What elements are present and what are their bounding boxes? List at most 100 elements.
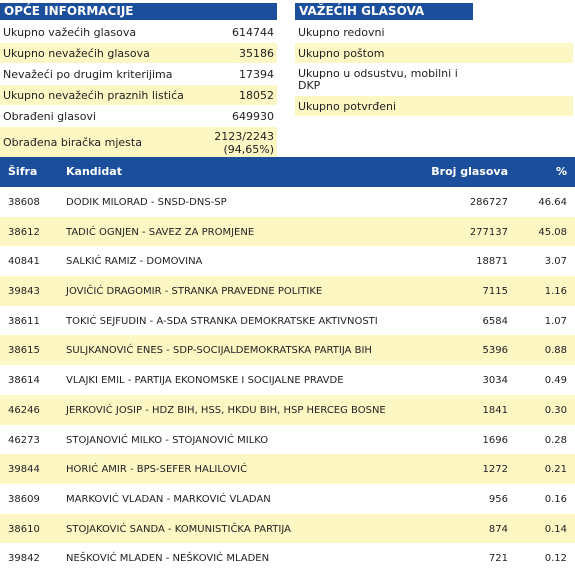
- candidate-percent: 0.12: [544, 553, 567, 565]
- info-value: 614744: [190, 22, 277, 43]
- candidate-votes: 5396: [482, 345, 508, 357]
- candidate-name: TOKIĆ SEJFUDIN - A-SDA STRANKA DEMOKRATS…: [66, 315, 378, 327]
- table-row: 39844 HORIĆ AMIR - BPS-SEFER HALILOVIĆ 1…: [0, 454, 575, 484]
- candidate-percent: 0.21: [544, 464, 567, 476]
- candidate-percent: 0.30: [544, 404, 567, 416]
- table-row: 38608 DODIK MILORAD - SNSD-DNS-SP 286727…: [0, 187, 575, 217]
- info-row: Ukupno nevažećih praznih listića 18052: [0, 84, 277, 106]
- info-row: Ukupno nevažećih glasova 35186: [0, 42, 277, 64]
- candidate-code: 38614: [8, 375, 40, 387]
- valid-votes-title: VAŽEĆIH GLASOVA: [295, 3, 473, 20]
- polling-stations-count: 2123/2243: [214, 129, 274, 143]
- table-row: 39842 NEŠKOVIĆ MLADEN - NEŠKOVIĆ MLADEN …: [0, 543, 575, 573]
- candidate-code: 39842: [8, 553, 40, 565]
- info-row: Ukupno potvrđeni: [295, 95, 573, 117]
- info-value: [473, 63, 573, 96]
- candidate-percent: 0.28: [544, 434, 567, 446]
- table-row: 38610 STOJAKOVIĆ SANDA - KOMUNISTIČKA PA…: [0, 513, 575, 544]
- table-row: 38614 VLAJKI EMIL - PARTIJA EKONOMSKE I …: [0, 365, 575, 395]
- candidate-name: TADIĆ OGNJEN - SAVEZ ZA PROMJENE: [66, 226, 255, 238]
- absentee-label: Ukupno u odsustvu, mobilni i: [298, 66, 458, 80]
- candidate-percent: 46.64: [538, 197, 567, 208]
- candidate-votes: 277137: [469, 226, 508, 238]
- candidate-code: 39843: [8, 286, 40, 298]
- info-value: 35186: [190, 42, 277, 64]
- candidate-code: 46246: [8, 404, 40, 416]
- info-value: 2123/2243 (94,65%): [190, 126, 277, 159]
- candidate-code: 38611: [8, 315, 40, 327]
- valid-votes-table: Ukupno redovni Ukupno poštom Ukupno u od…: [295, 22, 573, 117]
- info-row: Ukupno redovni: [295, 22, 573, 43]
- candidate-name: MARKOVIĆ VLADAN - MARKOVIĆ VLADAN: [66, 493, 271, 505]
- candidate-votes: 1841: [482, 404, 508, 416]
- candidate-code: 40841: [8, 256, 40, 268]
- info-label: Ukupno u odsustvu, mobilni i DKP: [295, 63, 473, 96]
- votes-column-header[interactable]: Broj glasova: [431, 165, 508, 178]
- candidate-percent: 0.49: [544, 375, 567, 387]
- candidate-votes: 721: [488, 553, 508, 565]
- info-row: Ukupno važećih glasova 614744: [0, 22, 277, 43]
- info-label: Ukupno nevažećih praznih listića: [0, 84, 190, 106]
- candidate-column-header[interactable]: Kandidat: [66, 165, 122, 178]
- results-list: 38608 DODIK MILORAD - SNSD-DNS-SP 286727…: [0, 187, 575, 573]
- info-value: 649930: [190, 105, 277, 127]
- info-label: Ukupno redovni: [295, 22, 473, 43]
- candidate-votes: 7115: [482, 286, 508, 298]
- candidate-percent: 45.08: [538, 226, 567, 238]
- table-row: 38612 TADIĆ OGNJEN - SAVEZ ZA PROMJENE 2…: [0, 216, 575, 247]
- code-column-header[interactable]: Šifra: [8, 165, 38, 178]
- candidate-name: SULJKANOVIĆ ENES - SDP-SOCIJALDEMOKRATSK…: [66, 345, 372, 357]
- table-row: 40841 SALKIĆ RAMIZ - DOMOVINA 18871 3.07: [0, 246, 575, 277]
- polling-stations-percent: (94,65%): [223, 142, 274, 156]
- table-row: 46246 JERKOVIĆ JOSIP - HDZ BIH, HSS, HKD…: [0, 394, 575, 425]
- candidate-name: HORIĆ AMIR - BPS-SEFER HALILOVIĆ: [66, 464, 248, 476]
- candidate-votes: 6584: [482, 315, 508, 327]
- candidate-name: VLAJKI EMIL - PARTIJA EKONOMSKE I SOCIJA…: [66, 375, 344, 387]
- info-row: Obrađeni glasovi 649930: [0, 105, 277, 127]
- info-label: Ukupno nevažećih glasova: [0, 42, 190, 64]
- candidate-name: DODIK MILORAD - SNSD-DNS-SP: [66, 197, 227, 208]
- candidate-percent: 1.07: [544, 315, 567, 327]
- table-row: 38615 SULJKANOVIĆ ENES - SDP-SOCIJALDEMO…: [0, 335, 575, 366]
- absentee-label-cont: DKP: [298, 78, 321, 92]
- candidate-votes: 286727: [469, 197, 508, 208]
- candidate-name: JOVIČIĆ DRAGOMIR - STRANKA PRAVEDNE POLI…: [66, 286, 323, 298]
- candidate-percent: 3.07: [544, 256, 567, 268]
- info-label: Ukupno potvrđeni: [295, 95, 473, 117]
- info-value: [473, 22, 573, 43]
- info-value: [473, 42, 573, 64]
- candidate-name: STOJANOVIĆ MILKO - STOJANOVIĆ MILKO: [66, 434, 269, 446]
- candidate-name: NEŠKOVIĆ MLADEN - NEŠKOVIĆ MLADEN: [66, 553, 270, 565]
- candidate-code: 38610: [8, 523, 40, 535]
- general-info-table: Ukupno važećih glasova 614744 Ukupno nev…: [0, 22, 277, 159]
- info-row: Obrađena biračka mjesta 2123/2243 (94,65%…: [0, 126, 277, 159]
- info-label: Ukupno poštom: [295, 42, 473, 64]
- info-value: 18052: [190, 84, 277, 106]
- table-row: 39843 JOVIČIĆ DRAGOMIR - STRANKA PRAVEDN…: [0, 276, 575, 306]
- info-row: Ukupno poštom: [295, 42, 573, 64]
- candidate-percent: 0.16: [544, 493, 567, 505]
- general-info-title: OPĆE INFORMACIJE: [0, 3, 277, 20]
- info-row: Nevažeći po drugim kriterijima 17394: [0, 63, 277, 85]
- info-label: Nevažeći po drugim kriterijima: [0, 63, 190, 85]
- table-row: 46273 STOJANOVIĆ MILKO - STOJANOVIĆ MILK…: [0, 424, 575, 455]
- candidate-votes: 874: [488, 523, 508, 535]
- info-value: [473, 95, 573, 117]
- candidate-votes: 956: [488, 493, 508, 505]
- candidate-percent: 1.16: [544, 286, 567, 298]
- table-row: 38611 TOKIĆ SEJFUDIN - A-SDA STRANKA DEM…: [0, 305, 575, 336]
- info-label: Obrađena biračka mjesta: [0, 126, 190, 159]
- candidate-percent: 0.88: [544, 345, 567, 357]
- info-label: Obrađeni glasovi: [0, 105, 190, 127]
- results-header: Šifra Kandidat Broj glasova %: [0, 157, 575, 187]
- candidate-percent: 0.14: [544, 523, 567, 535]
- percent-column-header[interactable]: %: [555, 165, 567, 178]
- candidate-votes: 3034: [482, 375, 508, 387]
- candidate-code: 46273: [8, 434, 40, 446]
- candidate-code: 38608: [8, 197, 40, 208]
- info-label: Ukupno važećih glasova: [0, 22, 190, 43]
- candidate-code: 39844: [8, 464, 40, 476]
- candidate-name: SALKIĆ RAMIZ - DOMOVINA: [66, 256, 203, 268]
- info-value: 17394: [190, 63, 277, 85]
- candidate-votes: 18871: [476, 256, 508, 268]
